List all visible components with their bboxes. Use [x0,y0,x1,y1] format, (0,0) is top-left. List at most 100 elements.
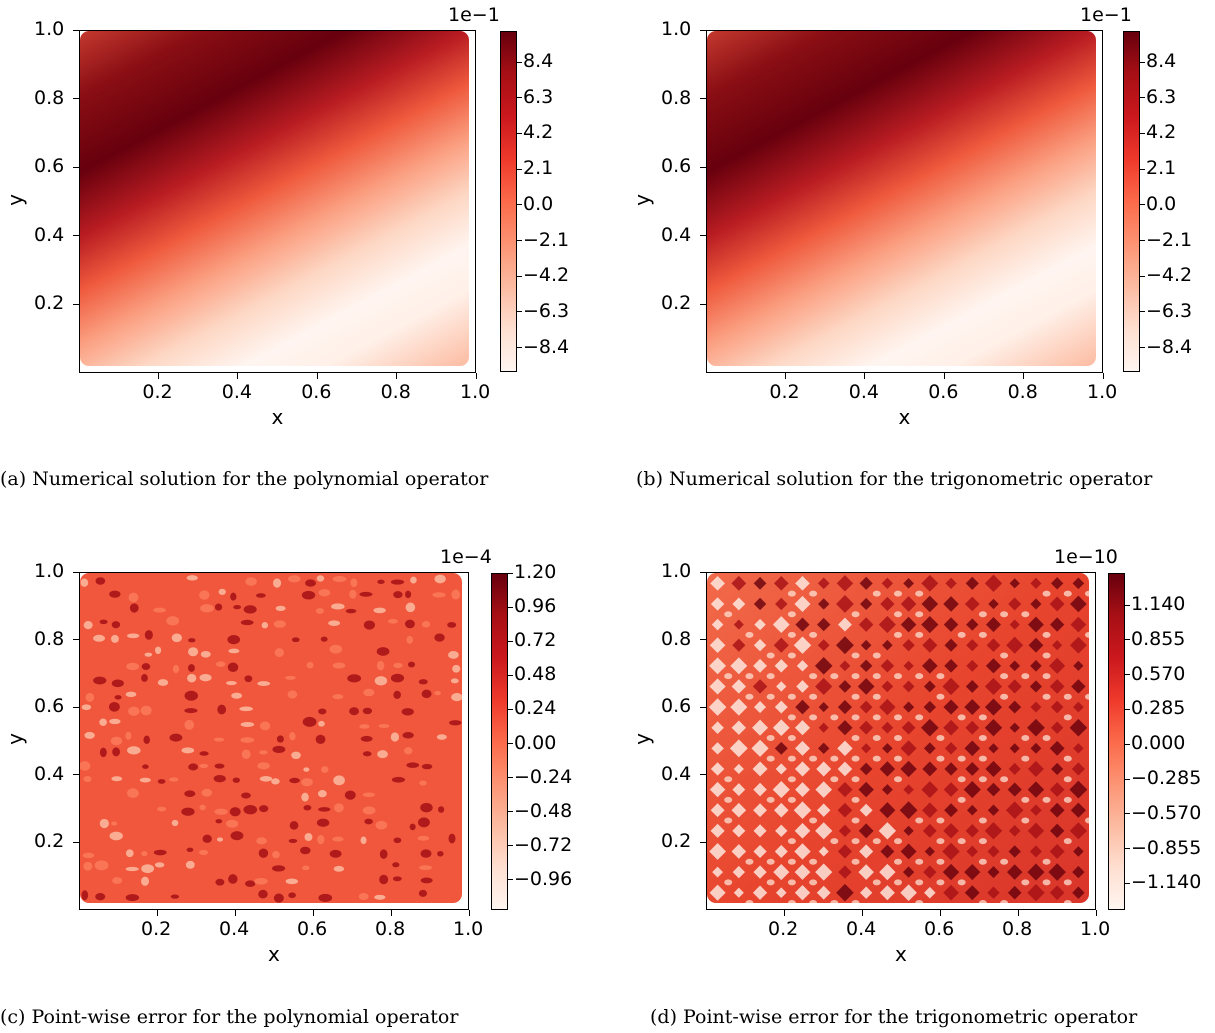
panel-3-colorbar-tick-label: 1.20 [514,561,556,583]
panel-3-colorbar-tick-label: −0.48 [514,800,572,822]
error-blob [99,719,107,726]
error-blob [1008,701,1021,714]
error-blob [1021,879,1029,885]
panel-4-x-tick-mark [784,910,785,916]
error-blob [82,704,91,710]
error-blob [350,578,357,587]
panel-3-y-tick-mark [73,572,79,573]
error-blob [188,664,195,672]
error-blob [745,694,753,700]
panel-2-y-tick-label: 1.0 [661,18,691,40]
error-blob [393,876,402,881]
error-blob [317,819,329,827]
error-blob [437,734,447,740]
error-blob [188,763,198,770]
error-blob [258,890,267,899]
error-blob [819,702,829,712]
error-blob [155,647,161,654]
error-blob [200,805,206,811]
error-blob [330,850,342,858]
panel-4-colorbar-exponent: 1e−10 [1054,546,1118,568]
error-blob [944,659,958,673]
error-blob [724,673,732,679]
error-blob [256,593,266,598]
error-blob [936,694,944,700]
panel-2-heatmap [707,31,1096,366]
panel-1-colorbar-tick-mark [517,347,522,348]
error-blob [1064,714,1072,720]
error-blob [894,879,902,885]
error-blob [1072,866,1084,878]
panel-1-colorbar-tick-label: 2.1 [523,157,553,179]
error-blob [830,900,838,903]
error-blob [767,735,775,741]
error-blob [241,620,254,625]
error-blob [154,850,167,856]
error-blob [126,867,139,871]
error-blob [200,604,214,612]
panel-4-x-tick-mark [940,910,941,916]
error-blob [732,679,746,693]
error-blob [732,783,745,796]
error-blob [840,660,851,671]
panel-1-colorbar-tick-label: −6.3 [523,300,569,322]
error-blob [1000,653,1008,659]
error-blob [964,781,981,798]
error-blob [332,694,343,699]
error-blob [392,862,399,867]
panel-2-x-tick-mark [864,373,865,379]
error-blob [1021,673,1029,679]
error-blob [852,735,860,741]
error-blob [1000,611,1008,617]
error-blob [915,714,923,720]
error-blob [837,741,852,756]
error-blob [153,608,166,613]
error-blob [307,662,314,669]
error-blob [985,699,1002,716]
error-blob [130,603,139,612]
panel-4-colorbar-tick-mark [1125,605,1130,606]
error-blob [374,895,385,900]
panel-4-colorbar-tick-mark [1125,848,1130,849]
panel-4-y-tick-mark [700,842,706,843]
error-blob [434,691,441,695]
error-blob [753,659,767,673]
panel-4-colorbar-tick-label: 0.000 [1131,732,1185,754]
error-blob [836,636,854,654]
error-blob [745,900,753,903]
error-blob [1027,884,1044,901]
panel-2-y-tick-mark [700,167,706,168]
error-blob [257,681,270,686]
panel-4-x-tick-label: 1.0 [1080,918,1110,940]
error-blob [1043,797,1051,803]
error-blob [145,653,153,657]
error-blob [815,822,832,839]
error-blob [838,844,852,858]
error-blob [838,865,851,878]
error-blob [818,743,829,754]
error-blob [127,633,139,638]
panel-3-colorbar-tick-mark [508,675,513,676]
error-blob [958,756,966,762]
panel-2-x-tick-mark [785,373,786,379]
error-blob [958,838,966,844]
error-blob [419,679,428,684]
error-blob [377,647,390,656]
error-blob [303,767,309,771]
error-blob [775,845,788,858]
error-blob [1064,797,1072,803]
error-blob [272,746,285,753]
error-blob [921,616,938,633]
error-blob [944,782,959,797]
error-blob [127,746,141,754]
error-blob [1028,617,1044,633]
panel-4-colorbar-tick-label: 1.140 [1131,593,1185,615]
error-blob [1085,900,1089,903]
error-blob [171,895,179,899]
error-blob [393,663,402,668]
error-blob [1000,776,1008,782]
error-blob [815,657,833,675]
error-blob [858,782,873,797]
error-blob [924,681,936,693]
error-blob [900,801,918,819]
